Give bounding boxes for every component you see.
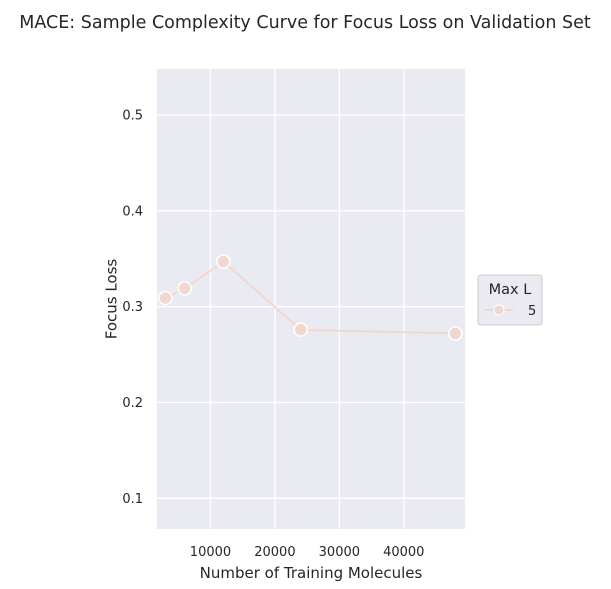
chart-title: MACE: Sample Complexity Curve for Focus … [19, 13, 591, 33]
x-tick-label: 30000 [319, 545, 360, 560]
legend-swatch-marker [493, 304, 505, 316]
series-lines [158, 254, 463, 341]
data-point [177, 281, 192, 296]
grid-lines [157, 69, 465, 529]
data-point [216, 254, 231, 269]
legend-label: 5 [528, 304, 536, 319]
data-point [448, 326, 463, 341]
y-tick-label: 0.3 [122, 300, 143, 315]
y-axis-label: Focus Loss [102, 259, 120, 340]
x-tick-label: 40000 [383, 545, 424, 560]
y-tick-label: 0.1 [122, 492, 143, 507]
legend-title: Max L [489, 282, 532, 298]
x-axis-label: Number of Training Molecules [200, 564, 423, 582]
y-tick-label: 0.4 [122, 204, 143, 219]
legend: Max L 5 [477, 274, 543, 326]
data-point [293, 322, 308, 337]
tick-labels: 10000 20000 30000 40000 0.1 0.2 0.3 0.4 0.5 [122, 109, 424, 561]
plot-area [157, 69, 465, 529]
x-tick-label: 10000 [190, 545, 231, 560]
data-point [158, 290, 173, 306]
legend-box [477, 274, 543, 326]
y-tick-label: 0.2 [122, 396, 143, 411]
x-tick-label: 20000 [254, 545, 295, 560]
y-tick-label: 0.5 [122, 109, 143, 124]
